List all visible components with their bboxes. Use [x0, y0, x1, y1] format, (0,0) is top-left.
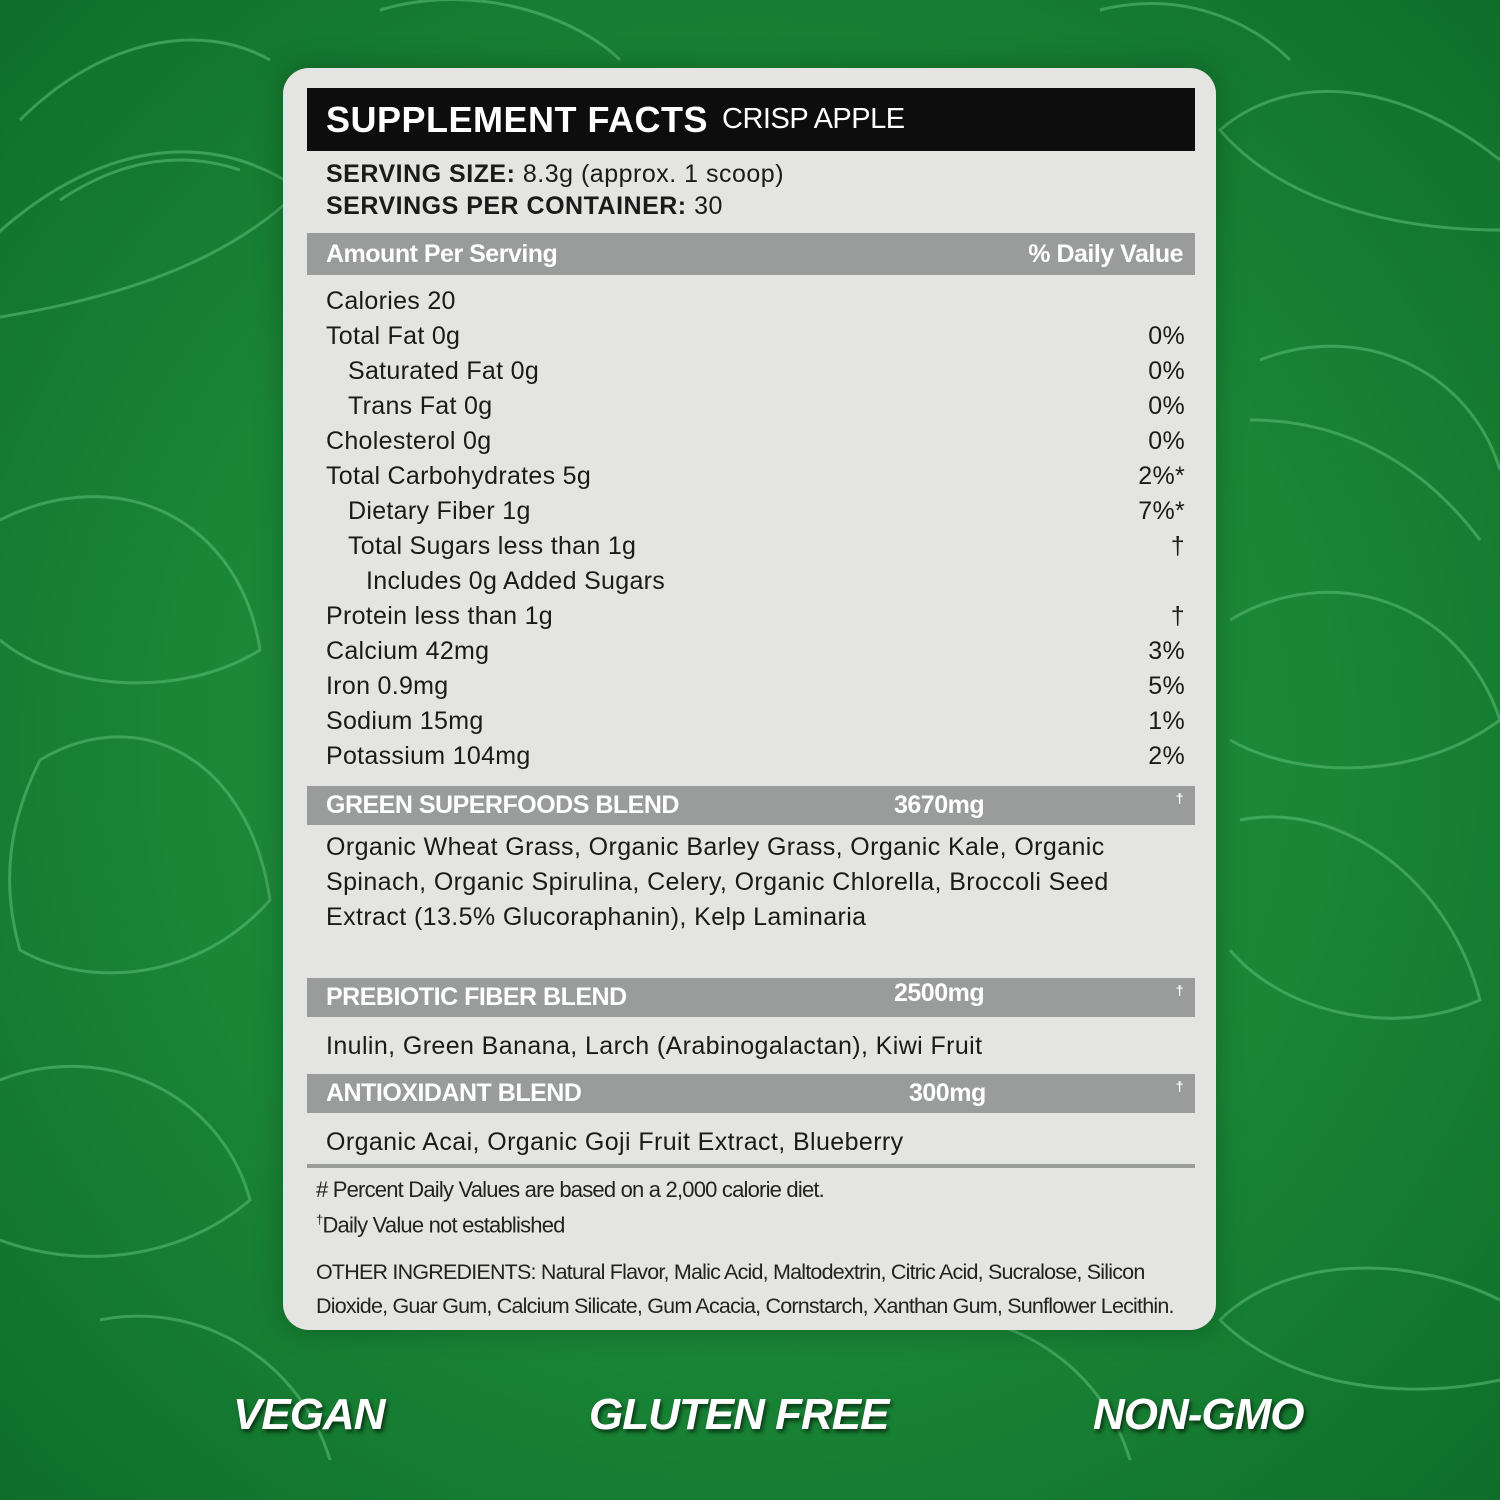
blend-header-antioxidant: ANTIOXIDANT BLEND 300mg † [307, 1074, 1195, 1113]
blend-ingredients: Inulin, Green Banana, Larch (Arabinogala… [326, 1032, 983, 1060]
blend-header-green-superfoods: GREEN SUPERFOODS BLEND 3670mg † [307, 786, 1195, 825]
serving-info: SERVING SIZE: 8.3g (approx. 1 scoop) SER… [326, 158, 1214, 222]
daily-value-header: % Daily Value [1028, 239, 1183, 268]
nutrient-label: Sodium 15mg [326, 707, 484, 735]
table-header: Amount Per Serving % Daily Value [307, 233, 1195, 275]
nutrient-label: Saturated Fat 0g [348, 357, 540, 385]
servings-per-container-label: SERVINGS PER CONTAINER: [326, 192, 687, 220]
blend-header-prebiotic-fiber: PREBIOTIC FIBER BLEND 2500mg † [307, 978, 1195, 1017]
nutrient-label: Protein less than 1g [326, 602, 553, 630]
nutrient-row: Calories 20 [326, 284, 1185, 319]
nutrient-daily-value: 0% [1148, 357, 1185, 385]
nutrient-label: Includes 0g Added Sugars [366, 567, 666, 595]
blend-dv: † [1175, 1078, 1184, 1094]
blend-ingredients: Organic Acai, Organic Goji Fruit Extract… [326, 1128, 904, 1156]
title-bar: SUPPLEMENT FACTS CRISP APPLE [307, 88, 1195, 151]
blend-amount: 3670mg [894, 791, 985, 819]
nutrient-label: Trans Fat 0g [348, 392, 493, 420]
nutrient-label: Dietary Fiber 1g [348, 497, 531, 525]
blend-dv: † [1175, 790, 1184, 806]
amount-per-serving-header: Amount Per Serving [326, 239, 558, 268]
nutrient-row: Iron 0.9mg 5% [326, 669, 1185, 704]
badge-vegan: VEGAN [233, 1390, 385, 1439]
serving-size-label: SERVING SIZE: [326, 160, 516, 188]
nutrient-daily-value: † [1170, 602, 1185, 630]
nutrient-daily-value: 0% [1148, 427, 1185, 455]
nutrient-label: Total Carbohydrates 5g [326, 462, 592, 490]
blend-name: GREEN SUPERFOODS BLEND [326, 791, 679, 819]
blend-dv: † [1175, 982, 1184, 998]
flavor-name: CRISP APPLE [722, 103, 905, 135]
badge-gluten-free: GLUTEN FREE [589, 1390, 889, 1439]
nutrient-rows: Calories 20 Total Fat 0g 0% Saturated Fat 0… [326, 284, 1185, 774]
divider [307, 1164, 1195, 1168]
dagger-note: †Daily Value not established [316, 1212, 1196, 1238]
nutrient-daily-value: 5% [1148, 672, 1185, 700]
nutrient-label: Potassium 104mg [326, 742, 531, 770]
nutrient-row: Total Carbohydrates 5g 2%* [326, 459, 1185, 494]
nutrient-row: Potassium 104mg 2% [326, 739, 1185, 774]
nutrient-row: Protein less than 1g † [326, 599, 1185, 634]
other-ingredients-text: Natural Flavor, Malic Acid, Maltodextrin… [316, 1260, 1174, 1318]
blend-amount: 300mg [909, 1079, 986, 1107]
nutrient-daily-value: 2% [1148, 742, 1185, 770]
blend-amount: 2500mg [894, 979, 985, 1007]
nutrient-daily-value: 3% [1148, 637, 1185, 665]
nutrient-daily-value: 0% [1148, 322, 1185, 350]
nutrient-label: Calories 20 [326, 287, 456, 315]
nutrient-row: Calcium 42mg 3% [326, 634, 1185, 669]
nutrient-label: Cholesterol 0g [326, 427, 492, 455]
nutrient-row: Saturated Fat 0g 0% [326, 354, 1185, 389]
nutrient-daily-value: 1% [1148, 707, 1185, 735]
supplement-facts-panel: SUPPLEMENT FACTS CRISP APPLE SERVING SIZ… [283, 68, 1216, 1330]
nutrient-row: Sodium 15mg 1% [326, 704, 1185, 739]
blend-ingredients: Organic Wheat Grass, Organic Barley Gras… [326, 833, 1109, 931]
other-ingredients-label: OTHER INGREDIENTS: [316, 1260, 537, 1284]
panel-title: SUPPLEMENT FACTS [326, 98, 709, 140]
nutrient-daily-value: 2%* [1138, 462, 1185, 490]
dagger-symbol: † [316, 1212, 323, 1227]
nutrient-row: Includes 0g Added Sugars [326, 564, 1185, 599]
nutrient-label: Total Sugars less than 1g [348, 532, 637, 560]
dagger-note-text: Daily Value not established [322, 1212, 565, 1238]
percent-daily-value-note: # Percent Daily Values are based on a 2,… [316, 1177, 825, 1202]
blend-name: PREBIOTIC FIBER BLEND [326, 983, 627, 1011]
nutrient-row: Cholesterol 0g 0% [326, 424, 1185, 459]
nutrient-label: Iron 0.9mg [326, 672, 449, 700]
nutrient-daily-value: 0% [1148, 392, 1185, 420]
nutrient-row: Total Fat 0g 0% [326, 319, 1185, 354]
nutrient-daily-value: † [1170, 532, 1185, 560]
nutrient-row: Trans Fat 0g 0% [326, 389, 1185, 424]
other-ingredients: OTHER INGREDIENTS: Natural Flavor, Malic… [316, 1255, 1196, 1323]
nutrient-label: Total Fat 0g [326, 322, 461, 350]
nutrient-label: Calcium 42mg [326, 637, 490, 665]
nutrient-row: Total Sugars less than 1g † [326, 529, 1185, 564]
nutrient-daily-value: 7%* [1138, 497, 1185, 525]
blend-name: ANTIOXIDANT BLEND [326, 1079, 582, 1107]
badge-non-gmo: NON-GMO [1093, 1390, 1305, 1439]
nutrient-row: Dietary Fiber 1g 7%* [326, 494, 1185, 529]
serving-size-value: 8.3g (approx. 1 scoop) [522, 160, 785, 188]
servings-per-container-value: 30 [694, 192, 723, 220]
